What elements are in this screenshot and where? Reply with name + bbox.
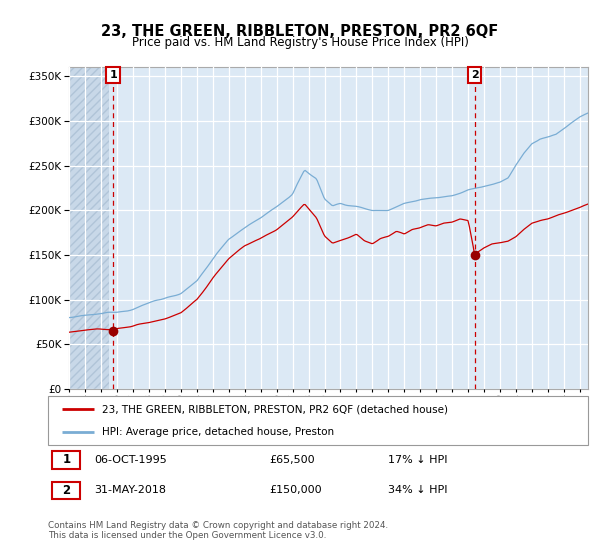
- Text: Contains HM Land Registry data © Crown copyright and database right 2024.
This d: Contains HM Land Registry data © Crown c…: [48, 521, 388, 540]
- Text: 1: 1: [62, 453, 70, 466]
- Text: 1: 1: [109, 70, 117, 80]
- Text: Price paid vs. HM Land Registry's House Price Index (HPI): Price paid vs. HM Land Registry's House …: [131, 36, 469, 49]
- Text: 23, THE GREEN, RIBBLETON, PRESTON, PR2 6QF: 23, THE GREEN, RIBBLETON, PRESTON, PR2 6…: [101, 24, 499, 39]
- Text: £150,000: £150,000: [269, 486, 322, 496]
- Text: 34% ↓ HPI: 34% ↓ HPI: [388, 486, 448, 496]
- Bar: [69, 67, 109, 389]
- FancyBboxPatch shape: [52, 482, 80, 499]
- FancyBboxPatch shape: [52, 451, 80, 469]
- Text: 31-MAY-2018: 31-MAY-2018: [94, 486, 166, 496]
- Text: 2: 2: [471, 70, 479, 80]
- Text: £65,500: £65,500: [269, 455, 315, 465]
- Text: 23, THE GREEN, RIBBLETON, PRESTON, PR2 6QF (detached house): 23, THE GREEN, RIBBLETON, PRESTON, PR2 6…: [102, 404, 448, 414]
- Text: 17% ↓ HPI: 17% ↓ HPI: [388, 455, 448, 465]
- Text: 2: 2: [62, 484, 70, 497]
- FancyBboxPatch shape: [48, 396, 588, 445]
- Text: 06-OCT-1995: 06-OCT-1995: [94, 455, 167, 465]
- Text: HPI: Average price, detached house, Preston: HPI: Average price, detached house, Pres…: [102, 427, 334, 437]
